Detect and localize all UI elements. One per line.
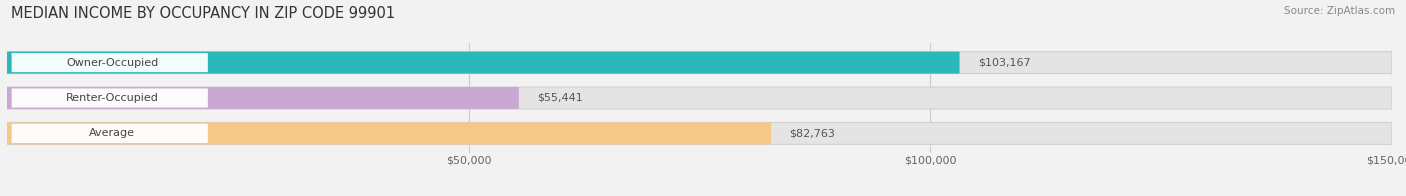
Text: $103,167: $103,167 bbox=[979, 58, 1031, 68]
Text: $82,763: $82,763 bbox=[790, 128, 835, 138]
Text: Renter-Occupied: Renter-Occupied bbox=[66, 93, 159, 103]
FancyBboxPatch shape bbox=[11, 53, 208, 72]
FancyBboxPatch shape bbox=[11, 88, 208, 108]
FancyBboxPatch shape bbox=[7, 122, 1392, 144]
FancyBboxPatch shape bbox=[7, 122, 770, 144]
Text: Average: Average bbox=[89, 128, 135, 138]
FancyBboxPatch shape bbox=[7, 52, 1392, 74]
Text: Source: ZipAtlas.com: Source: ZipAtlas.com bbox=[1284, 6, 1395, 16]
FancyBboxPatch shape bbox=[11, 124, 208, 143]
Text: $55,441: $55,441 bbox=[537, 93, 583, 103]
FancyBboxPatch shape bbox=[7, 87, 1392, 109]
FancyBboxPatch shape bbox=[7, 52, 959, 74]
Text: Owner-Occupied: Owner-Occupied bbox=[66, 58, 159, 68]
FancyBboxPatch shape bbox=[7, 87, 519, 109]
Text: MEDIAN INCOME BY OCCUPANCY IN ZIP CODE 99901: MEDIAN INCOME BY OCCUPANCY IN ZIP CODE 9… bbox=[11, 6, 395, 21]
